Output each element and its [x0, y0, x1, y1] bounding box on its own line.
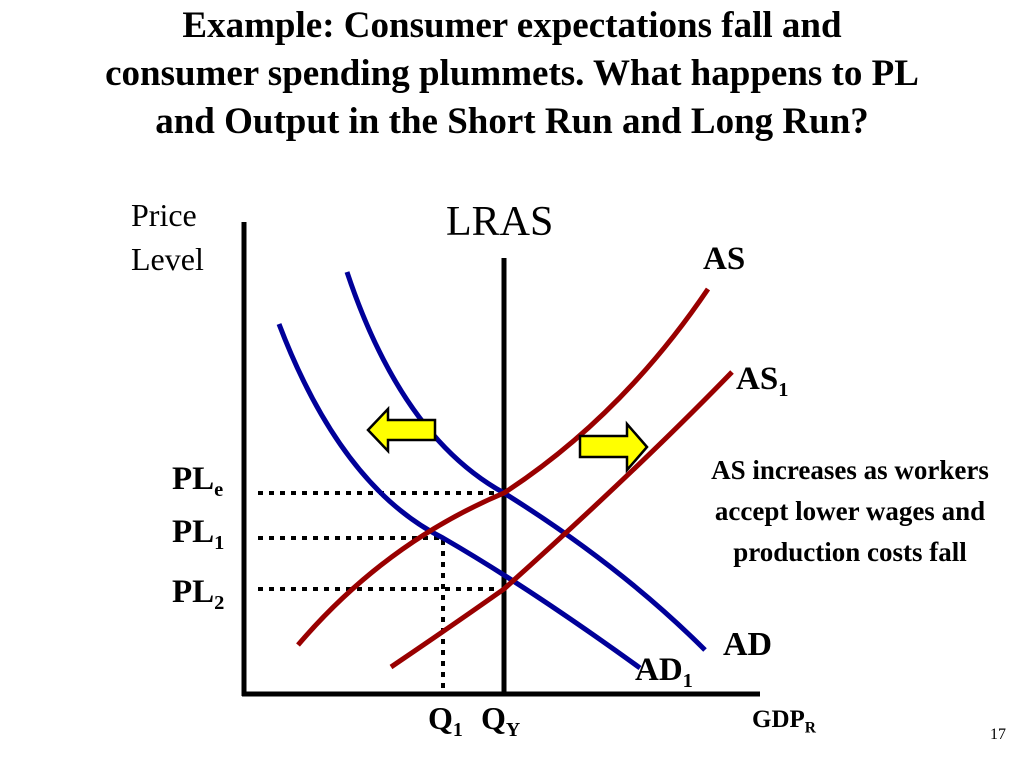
pl1-label-main: PL	[172, 514, 215, 550]
as1-label-sub: 1	[778, 379, 789, 402]
q1-label: Q1	[428, 700, 463, 740]
title-line-3: and Output in the Short Run and Long Run…	[155, 101, 869, 142]
title-line-2: consumer spending plummets. What happens…	[105, 53, 919, 94]
ad1-curve	[276, 323, 642, 671]
pl2-label: PL2	[172, 574, 225, 615]
qy-label-sub: Y	[505, 718, 521, 741]
ad-curve	[344, 271, 707, 652]
ad1-label-main: AD	[635, 652, 683, 688]
ad-label: AD	[723, 626, 773, 663]
as-label: AS	[703, 241, 746, 277]
as1-label-main: AS	[736, 361, 779, 397]
x-axis-label-main: GDP	[752, 706, 805, 733]
as-curve	[296, 287, 711, 647]
ple-label: PLe	[172, 461, 224, 502]
q1-label-main: Q	[428, 700, 453, 736]
pl2-label-main: PL	[172, 574, 215, 610]
title-line-1: Example: Consumer expectations fall and	[182, 5, 842, 46]
x-axis-label-sub: R	[804, 719, 816, 737]
left-arrow-icon	[366, 405, 437, 455]
y-axis-label-line-2: Level	[131, 241, 204, 277]
q1-label-sub: 1	[452, 718, 463, 741]
ad1-label: AD1	[635, 652, 693, 693]
qy-label-main: Q	[481, 700, 506, 736]
y-axis-label: Price Level	[131, 193, 204, 281]
ple-label-main: PL	[172, 461, 215, 497]
qy-label: QY	[481, 700, 520, 740]
pl1-label-sub: 1	[214, 532, 225, 555]
as-increase-note: AS increases as workers accept lower wag…	[711, 455, 989, 567]
y-axis-label-line-1: Price	[131, 197, 197, 233]
lras-label: LRAS	[446, 199, 554, 245]
slide-number: 17	[990, 726, 1006, 743]
as1-curve	[389, 370, 734, 670]
pl2-label-sub: 2	[214, 592, 225, 615]
slide-title: Example: Consumer expectations fall and …	[0, 2, 1024, 146]
ad1-label-sub: 1	[682, 670, 693, 693]
pl1-label: PL1	[172, 514, 225, 555]
x-axis-label: GDPR	[752, 706, 816, 737]
right-arrow-icon	[578, 420, 649, 474]
ple-label-sub: e	[214, 479, 224, 502]
as1-label: AS1	[736, 361, 789, 402]
